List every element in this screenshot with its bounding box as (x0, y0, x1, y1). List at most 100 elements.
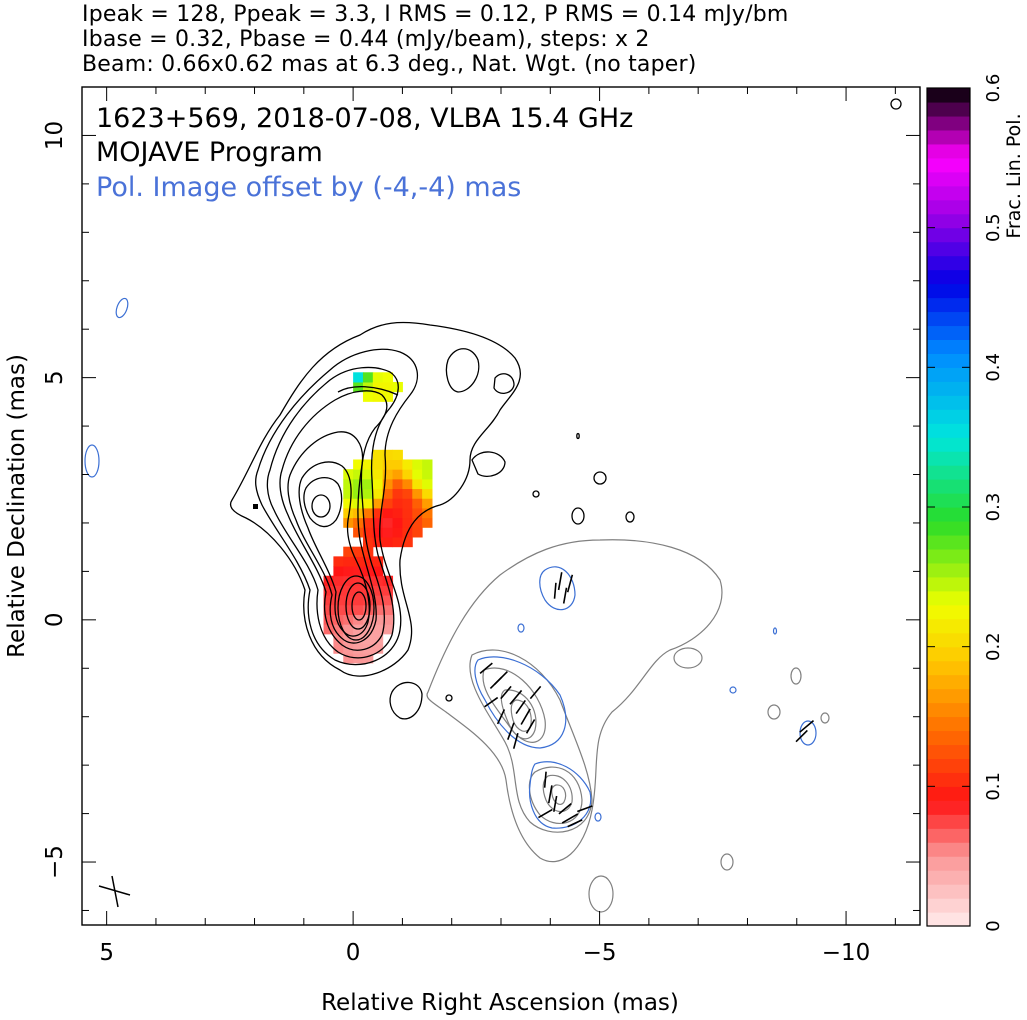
pol-vector (562, 587, 568, 604)
offset-contour-outer (426, 539, 723, 863)
fpol-pixel (402, 498, 413, 509)
fpol-pixel (343, 566, 354, 577)
intensity-contour-island (593, 471, 607, 485)
fpol-pixel (353, 595, 364, 606)
colorbar-band (927, 465, 970, 480)
colorbar-band (927, 548, 970, 564)
fpol-pixel (343, 633, 354, 645)
fpol-pixel (382, 614, 394, 625)
fpol-pixel (372, 643, 384, 654)
colorbar-tick-label: 0.2 (983, 632, 1004, 661)
fpol-pixel (392, 459, 403, 470)
offset-contour-island (588, 875, 614, 913)
fpol-pixel (382, 595, 394, 606)
pol-contour (594, 812, 602, 822)
y-tick-label: 0 (42, 613, 68, 628)
fpol-pixel (372, 536, 384, 548)
colorbar (927, 88, 970, 927)
intensity-contour-island (890, 98, 902, 110)
fpol-pixel (362, 556, 374, 567)
source-marker (253, 504, 258, 509)
intensity-contour-7 (303, 477, 343, 528)
intensity-contour-island (445, 694, 453, 702)
fpol-pixel (323, 575, 334, 586)
fpol-pixel (402, 488, 413, 499)
fpol-pixel (392, 449, 403, 460)
fpol-pixel (412, 498, 423, 509)
fpol-pixel (343, 595, 354, 606)
annotation-program: MOJAVE Program (96, 137, 323, 168)
fpol-pixel (422, 469, 433, 480)
colorbar-band (927, 115, 970, 131)
colorbar-band (927, 814, 970, 829)
colorbar-band (927, 339, 970, 354)
intensity-contour-island (532, 490, 540, 498)
intensity-contour-island (445, 348, 480, 393)
fpol-pixel (323, 624, 334, 635)
colorbar-band (927, 381, 970, 396)
colorbar-band (927, 576, 970, 592)
fpol-pixel (343, 546, 354, 557)
y-tick-label: −5 (42, 845, 68, 879)
pol-vector (507, 722, 515, 740)
colorbar-band (927, 534, 970, 550)
fpol-pixel (343, 604, 354, 615)
fpol-pixel (343, 488, 354, 499)
pol-vector (547, 785, 553, 804)
fpol-pixel (372, 498, 384, 509)
fpol-pixel (422, 459, 433, 470)
intensity-contour-core-1 (337, 575, 375, 641)
pol-vector (496, 709, 506, 725)
fpol-pixel (353, 478, 364, 490)
fpol-pixel (412, 517, 423, 528)
pol-vector (489, 676, 503, 690)
fpol-pixel (382, 449, 394, 460)
fpol-pixel (323, 585, 334, 596)
y-axis: 10 5 0 −5 (42, 86, 920, 911)
fpol-pixel (353, 633, 364, 645)
fpol-pixel (402, 469, 413, 480)
fpol-pixel (372, 507, 384, 519)
fpol-pixel (333, 566, 344, 577)
fpol-pixel (382, 459, 394, 470)
fpol-pixel (392, 469, 403, 480)
colorbar-band (927, 88, 970, 103)
offset-contour-island (673, 647, 703, 669)
intensity-contour-island (493, 373, 515, 394)
intensity-contour-2 (255, 348, 419, 666)
fpol-pixel (353, 643, 364, 654)
fpol-pixel (362, 391, 374, 402)
fpol-pixel (372, 488, 384, 499)
colorbar-band (927, 297, 970, 313)
colorbar-tick-label: 0.3 (983, 493, 1004, 522)
colorbar-band (927, 842, 970, 857)
pol-contour (729, 686, 737, 694)
colorbar-band (927, 507, 970, 522)
pol-vector (561, 813, 579, 824)
fpol-pixel (353, 575, 364, 586)
colorbar-label: Frac. Lin. Pol. (1003, 113, 1025, 238)
colorbar-band (927, 451, 970, 466)
colorbar-band (927, 241, 970, 257)
fpol-pixel (382, 624, 394, 635)
fpol-pixel (343, 478, 354, 490)
colorbar-band (927, 143, 970, 159)
pol-vector (509, 689, 523, 705)
intensity-contour-outer (229, 321, 521, 677)
x-tick-label: 0 (346, 940, 361, 966)
fpol-pixel (392, 517, 403, 528)
fpol-pixel (323, 614, 334, 625)
offset-contour-8 (551, 784, 567, 806)
pol-vector (553, 795, 558, 812)
fpol-pixel (353, 556, 364, 567)
colorbar-band (927, 772, 970, 787)
fpol-pixel (362, 507, 374, 519)
colorbar-band (927, 101, 970, 117)
fpol-pixel (412, 459, 423, 470)
fpol-pixel (333, 624, 344, 635)
fpol-pixel (343, 653, 354, 664)
fpol-pixel (382, 585, 394, 596)
pol-vector (543, 771, 547, 788)
fpol-pixel (382, 536, 394, 548)
fpol-pixel (362, 536, 374, 548)
